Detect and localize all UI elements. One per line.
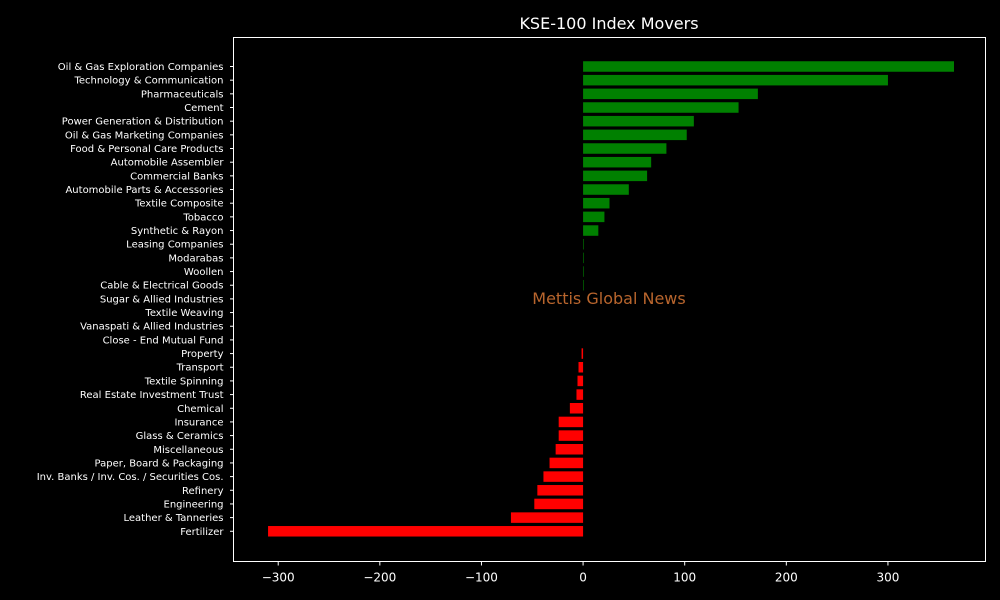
category-label-16: Cable & Electrical Goods bbox=[100, 281, 223, 292]
category-label-20: Close - End Mutual Fund bbox=[103, 335, 224, 346]
x-axis-ticks: −300 −200 −100 0 100 200 300 bbox=[262, 561, 899, 585]
bar-24 bbox=[576, 389, 584, 400]
category-label-13: Leasing Companies bbox=[126, 240, 223, 251]
bar-14 bbox=[583, 252, 584, 264]
category-label-3: Cement bbox=[184, 103, 223, 114]
x-tick-label-3: 0 bbox=[579, 571, 587, 585]
x-tick-label-0: −300 bbox=[262, 571, 295, 585]
category-label-7: Automobile Assembler bbox=[111, 158, 225, 169]
bar-25 bbox=[569, 403, 584, 414]
category-label-22: Transport bbox=[176, 363, 224, 374]
bar-28 bbox=[555, 444, 584, 455]
category-label-30: Inv. Banks / Inv. Cos. / Securities Cos. bbox=[37, 472, 224, 483]
category-label-11: Tobacco bbox=[182, 212, 223, 223]
category-label-28: Miscellaneous bbox=[153, 445, 223, 456]
category-label-23: Textile Spinning bbox=[144, 376, 224, 387]
x-tick-label-5: 200 bbox=[775, 571, 798, 585]
category-label-27: Glass & Ceramics bbox=[136, 431, 224, 442]
axes-frame bbox=[233, 37, 986, 562]
bar-21 bbox=[581, 348, 584, 359]
bar-10 bbox=[583, 197, 610, 209]
category-label-14: Modarabas bbox=[168, 253, 223, 264]
bar-15 bbox=[583, 266, 584, 277]
bar-13 bbox=[583, 238, 584, 250]
watermark: Mettis Global News bbox=[532, 289, 685, 308]
category-label-19: Vanaspati & Allied Industries bbox=[80, 322, 223, 333]
category-label-15: Woollen bbox=[184, 267, 224, 278]
bar-32 bbox=[534, 498, 584, 510]
x-tick-label-2: −100 bbox=[465, 571, 498, 585]
category-label-2: Pharmaceuticals bbox=[141, 89, 224, 100]
category-label-26: Insurance bbox=[174, 417, 223, 428]
bar-30 bbox=[543, 471, 584, 482]
bar-16 bbox=[583, 279, 584, 291]
x-tick-label-6: 300 bbox=[876, 571, 899, 585]
category-label-9: Automobile Parts & Accessories bbox=[65, 185, 223, 196]
bars-group bbox=[268, 61, 954, 537]
category-labels: Oil & Gas Exploration Companies Technolog… bbox=[37, 62, 234, 538]
chart-title: KSE-100 Index Movers bbox=[519, 14, 698, 33]
category-label-1: Technology & Communication bbox=[74, 76, 224, 87]
category-label-31: Refinery bbox=[182, 486, 224, 497]
bar-0 bbox=[583, 61, 954, 72]
category-label-34: Fertilizer bbox=[180, 527, 224, 538]
bar-12 bbox=[583, 225, 599, 236]
category-label-8: Commercial Banks bbox=[130, 171, 223, 182]
bar-27 bbox=[558, 430, 584, 441]
category-label-32: Engineering bbox=[164, 499, 224, 510]
bar-22 bbox=[578, 361, 584, 373]
category-label-10: Textile Composite bbox=[134, 199, 223, 210]
bar-8 bbox=[583, 170, 648, 182]
bar-11 bbox=[583, 211, 605, 223]
bar-9 bbox=[583, 184, 629, 195]
bar-1 bbox=[583, 74, 888, 86]
bar-3 bbox=[583, 102, 739, 113]
bar-34 bbox=[268, 526, 584, 537]
category-label-5: Oil & Gas Marketing Companies bbox=[65, 130, 224, 141]
category-label-29: Paper, Board & Packaging bbox=[95, 458, 224, 469]
bar-26 bbox=[558, 416, 584, 428]
category-label-6: Food & Personal Care Products bbox=[70, 144, 223, 155]
bar-2 bbox=[583, 88, 758, 100]
category-label-21: Property bbox=[181, 349, 223, 360]
category-label-12: Synthetic & Rayon bbox=[131, 226, 224, 237]
x-tick-label-4: 100 bbox=[673, 571, 696, 585]
bar-23 bbox=[577, 375, 584, 387]
category-label-0: Oil & Gas Exploration Companies bbox=[58, 62, 224, 73]
bar-31 bbox=[537, 485, 584, 496]
bar-6 bbox=[583, 143, 667, 154]
category-label-17: Sugar & Allied Industries bbox=[100, 294, 224, 305]
bar-5 bbox=[583, 129, 687, 141]
bar-29 bbox=[549, 457, 584, 469]
category-label-33: Leather & Tanneries bbox=[123, 513, 223, 524]
bar-4 bbox=[583, 115, 694, 127]
x-tick-label-1: −200 bbox=[363, 571, 396, 585]
category-label-4: Power Generation & Distribution bbox=[62, 117, 224, 128]
category-label-18: Textile Weaving bbox=[144, 308, 223, 319]
category-label-25: Chemical bbox=[177, 404, 223, 415]
bar-7 bbox=[583, 156, 652, 168]
category-label-24: Real Estate Investment Trust bbox=[80, 390, 224, 401]
bar-33 bbox=[510, 512, 584, 523]
